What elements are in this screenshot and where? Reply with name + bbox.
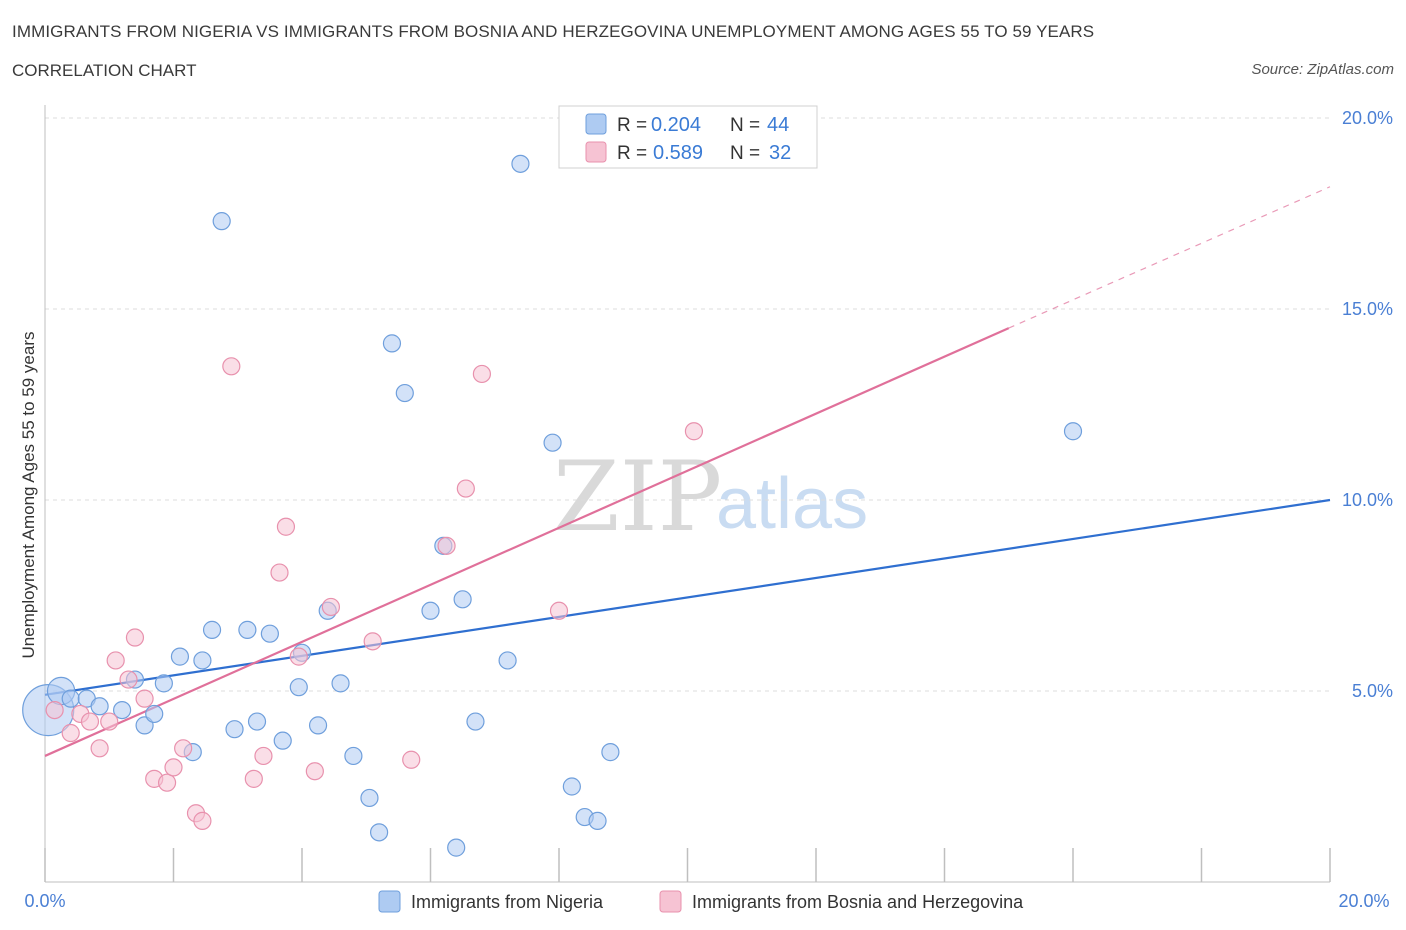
point-nigeria [61,689,80,708]
point-bosnia [164,758,183,777]
point-bosnia [270,563,289,582]
point-nigeria [260,624,279,643]
point-bosnia [472,364,491,384]
point-bosnia [135,689,154,708]
point-bosnia [402,750,421,769]
legend-n-value-nigeria: 44 [767,114,789,136]
point-nigeria [90,697,109,716]
legend-n-value-bosnia: 32 [769,142,791,164]
series-legend: Immigrants from Nigeria Immigrants from … [378,890,1024,913]
data-points [22,154,1083,857]
point-nigeria [562,777,581,796]
x-axis-ticks [44,848,1331,882]
point-nigeria [145,704,164,724]
point-nigeria [543,433,562,452]
legend-r-label-bosnia: R = [617,143,647,164]
point-nigeria [289,678,308,697]
point-bosnia [254,746,273,766]
point-bosnia [61,723,80,743]
point-bosnia [193,811,212,830]
point-nigeria [154,674,173,693]
point-bosnia [90,739,109,758]
point-bosnia [289,647,308,666]
trend-line-nigeria [44,498,1331,696]
point-nigeria [498,651,517,670]
point-nigeria [344,746,363,766]
point-bosnia [222,357,241,376]
point-bosnia [174,739,193,758]
legend-n-label-nigeria: N = [730,115,760,136]
point-bosnia [45,700,64,720]
bottom-legend-swatch-nigeria [378,890,401,913]
point-bosnia [244,769,263,788]
bottom-legend-label-bosnia: Immigrants from Bosnia and Herzegovina [692,892,1024,912]
bottom-legend-label-nigeria: Immigrants from Nigeria [411,892,604,912]
legend-r-label-nigeria: R = [617,115,647,136]
point-nigeria [360,788,379,808]
source-credit: Source: ZipAtlas.com [1251,61,1394,78]
point-nigeria [247,712,267,731]
watermark-zip: ZIP [553,441,722,553]
legend-swatch-nigeria [585,113,607,135]
point-bosnia [276,517,296,536]
point-bosnia [363,632,382,651]
y-tick-label: 20.0% [1342,108,1393,128]
x-tick-label-max: 20.0% [1338,891,1389,911]
stats-legend: R = 0.204 N = 44 R = 0.589 N = 32 [558,105,818,169]
point-bosnia [684,422,704,441]
point-nigeria [225,720,244,739]
x-tick-label-min: 0.0% [24,891,65,911]
bottom-legend-swatch-bosnia [659,890,682,913]
point-nigeria [202,620,222,639]
chart-title: IMMIGRANTS FROM NIGERIA VS IMMIGRANTS FR… [12,22,1095,41]
chart-subtitle: CORRELATION CHART [12,61,197,80]
point-nigeria [370,823,389,842]
legend-r-value-bosnia: 0.589 [653,142,703,164]
watermark-atlas: atlas [716,464,868,544]
point-nigeria [601,743,620,762]
trend-line-bosnia-extension [1008,186,1331,329]
point-bosnia [549,601,569,620]
legend-n-label-bosnia: N = [730,143,760,164]
point-nigeria [193,651,212,670]
point-nigeria [170,647,190,666]
point-bosnia [157,773,177,792]
legend-swatch-bosnia [585,141,607,163]
y-axis-title: Unemployment Among Ages 55 to 59 years [19,332,38,659]
point-nigeria [466,712,485,731]
point-nigeria [447,838,466,857]
point-nigeria [238,620,257,639]
point-nigeria [308,716,328,735]
point-bosnia [305,762,324,781]
point-nigeria [421,601,440,620]
y-tick-label: 5.0% [1352,681,1393,701]
point-nigeria [395,383,414,403]
y-tick-label: 10.0% [1342,490,1393,510]
point-bosnia [321,597,341,617]
legend-r-value-nigeria: 0.204 [651,114,701,136]
point-nigeria [1063,422,1083,441]
point-bosnia [437,536,456,555]
point-nigeria [511,154,530,173]
point-bosnia [106,651,125,670]
point-nigeria [331,674,350,693]
point-nigeria [453,590,472,609]
point-bosnia [100,712,119,731]
point-nigeria [212,212,231,231]
y-tick-label: 15.0% [1342,299,1393,319]
point-bosnia [456,479,475,498]
point-bosnia [119,670,138,689]
point-nigeria [382,334,402,353]
trend-lines [44,186,1331,757]
point-nigeria [273,731,292,750]
trend-line-bosnia [44,327,1010,757]
point-nigeria [588,811,607,830]
point-bosnia [125,628,145,647]
point-nigeria [112,700,132,720]
y-axis-tick-labels: 5.0% 10.0% 15.0% 20.0% [1342,108,1393,701]
grid-lines [45,117,1330,692]
point-bosnia [80,712,100,731]
